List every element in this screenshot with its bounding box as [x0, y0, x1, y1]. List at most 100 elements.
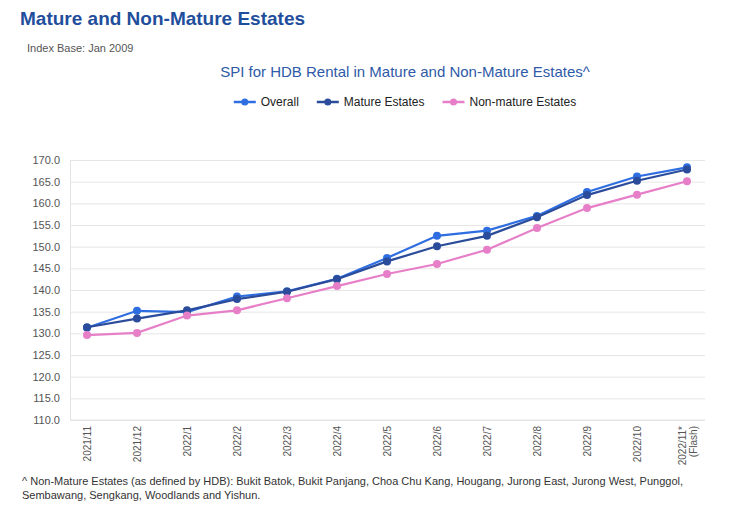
marker [133, 307, 141, 315]
x-tick-label: 2022/5 [382, 426, 393, 457]
footnote: Sembawang, Sengkang, Woodlands and Yishu… [22, 489, 260, 501]
marker [283, 287, 291, 295]
legend-item: Overall [234, 95, 299, 109]
marker [183, 312, 191, 320]
x-tick-label: 2022/9 [582, 426, 593, 457]
marker [133, 315, 141, 323]
marker [583, 204, 591, 212]
marker [83, 331, 91, 339]
x-tick-label: 2022/3 [282, 426, 293, 457]
y-axis-line [71, 161, 706, 421]
y-tick-label: 150.0 [32, 241, 60, 253]
marker [633, 191, 641, 199]
plot-area [83, 163, 691, 339]
series [83, 177, 691, 339]
marker [633, 177, 641, 185]
y-tick: 125.0 [32, 349, 705, 361]
marker [433, 260, 441, 268]
y-tick: 120.0 [32, 371, 705, 383]
x-tick: 2021/11 [82, 426, 93, 462]
y-tick-label: 125.0 [32, 349, 60, 361]
marker [433, 232, 441, 240]
x-tick: 2022/9 [582, 426, 593, 457]
y-tick: 130.0 [32, 327, 705, 339]
grid-line [70, 247, 705, 248]
y-tick-label: 135.0 [32, 306, 60, 318]
x-tick: 2022/5 [382, 426, 393, 457]
x-tick-label: 2022/1 [182, 426, 193, 457]
x-tick: 2022/7 [482, 426, 493, 457]
footnote: ^ Non-Mature Estates (as defined by HDB)… [22, 475, 683, 487]
y-tick-label: 110.0 [33, 414, 60, 426]
marker [333, 275, 341, 283]
y-tick: 115.0 [33, 392, 705, 404]
marker [533, 213, 541, 221]
y-tick: 135.0 [32, 306, 705, 318]
y-tick-label: 140.0 [32, 284, 60, 296]
marker [683, 177, 691, 185]
x-tick: 2022/3 [282, 426, 293, 457]
legend-item: Mature Estates [317, 95, 425, 109]
y-tick-label: 160.0 [32, 197, 60, 209]
legend: Overall Mature Estates Non-mature Estates [234, 95, 576, 109]
legend-label: Non-mature Estates [470, 95, 577, 109]
marker [383, 257, 391, 265]
marker [83, 323, 91, 331]
x-tick-label: 2022/2 [232, 426, 243, 457]
x-tick-label: 2021/11 [82, 426, 93, 462]
x-tick-label: 2022/11*(Flash) [677, 426, 699, 465]
x-tick-label-line: 2022/11* [677, 426, 688, 465]
series [83, 163, 691, 331]
legend-swatch-marker [241, 99, 248, 106]
marker [133, 329, 141, 337]
y-axis: 110.0 115.0 120.0 125.0 130.0 135.0 140.0 145.0… [32, 154, 705, 426]
y-tick-label: 170.0 [32, 154, 60, 166]
x-tick: 2021/12 [132, 426, 143, 463]
marker [433, 242, 441, 250]
marker [383, 270, 391, 278]
x-tick: 2022/4 [332, 426, 343, 457]
x-tick-label: 2022/8 [532, 426, 543, 457]
series-line [87, 181, 687, 335]
grid-line [70, 182, 705, 183]
y-tick-label: 145.0 [32, 262, 60, 274]
y-tick-label: 120.0 [32, 371, 60, 383]
marker [333, 282, 341, 290]
x-tick: 2022/8 [532, 426, 543, 457]
grid-line [70, 290, 705, 291]
series-line [87, 170, 687, 328]
x-tick: 2022/6 [432, 426, 443, 457]
chart-title: SPI for HDB Rental in Mature and Non-Mat… [220, 63, 590, 80]
y-tick: 110.0 [33, 414, 705, 426]
x-tick: 2022/11*(Flash) [677, 426, 699, 465]
y-tick-label: 130.0 [32, 327, 60, 339]
y-tick-label: 155.0 [32, 219, 60, 231]
x-tick: 2022/2 [232, 426, 243, 457]
x-tick-label: 2022/10 [632, 426, 643, 463]
grid-line [70, 225, 705, 226]
x-tick-label: 2021/12 [132, 426, 143, 463]
grid-line [70, 333, 705, 334]
grid-line [70, 398, 705, 399]
grid-line [70, 377, 705, 378]
y-tick: 150.0 [32, 241, 705, 253]
grid-line [70, 420, 705, 421]
legend-label: Mature Estates [344, 95, 425, 109]
chart: Mature and Non-Mature EstatesIndex Base:… [0, 0, 750, 507]
marker [283, 294, 291, 302]
y-tick-label: 165.0 [32, 176, 60, 188]
legend-swatch-marker [450, 99, 457, 106]
marker [83, 324, 91, 332]
heading: Mature and Non-Mature Estates [20, 8, 305, 29]
marker [483, 232, 491, 240]
x-tick-label: 2022/6 [432, 426, 443, 457]
marker [583, 191, 591, 199]
y-tick: 170.0 [32, 154, 705, 166]
series [83, 166, 691, 332]
legend-swatch-marker [324, 99, 331, 106]
x-tick-label: 2022/7 [482, 426, 493, 457]
x-tick: 2022/10 [632, 426, 643, 463]
y-tick: 155.0 [32, 219, 705, 231]
marker [683, 166, 691, 174]
x-tick-label: 2022/4 [332, 426, 343, 457]
